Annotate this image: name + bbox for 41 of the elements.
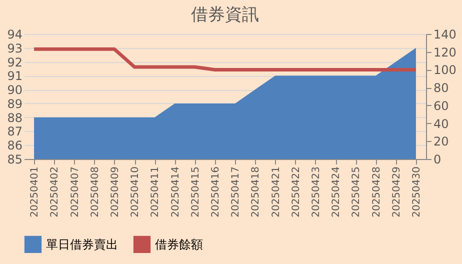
y2-tick-label: 20: [434, 134, 449, 149]
x-tick-label: 20250422: [290, 166, 302, 218]
y2-tick-label: 40: [434, 116, 449, 131]
y2-tick-label: 140: [434, 28, 456, 42]
legend-label: 借券餘額: [155, 237, 203, 252]
y-tick-label: 90: [7, 83, 22, 98]
y2-tick-label: 100: [434, 63, 456, 78]
chart-title: 借券資訊: [191, 5, 259, 25]
x-tick-label: 20250415: [190, 166, 202, 218]
x-tick-label: 20250407: [70, 166, 81, 218]
x-tick-label: 20250421: [270, 166, 282, 218]
y2-tick-label: 120: [434, 45, 456, 60]
x-tick-label: 20250408: [90, 166, 101, 218]
y2-tick-label: 60: [434, 98, 449, 113]
legend-label: 單日借券賣出: [46, 237, 118, 252]
x-tick-label: 20250417: [230, 166, 242, 218]
x-tick-label: 20250423: [310, 166, 322, 218]
x-tick-label: 20250430: [411, 166, 422, 218]
x-tick-label: 20250418: [250, 166, 262, 218]
y2-tick-label: 80: [434, 81, 449, 96]
y-tick-label: 87: [7, 124, 22, 139]
y-tick-label: 91: [7, 69, 22, 84]
y-tick-label: 94: [7, 28, 22, 42]
x-tick-label: 20250424: [331, 166, 342, 218]
x-tick-label: 20250428: [371, 166, 382, 218]
x-tick-label: 20250401: [30, 166, 41, 218]
y2-tick-label: 0: [434, 152, 442, 166]
x-tick-label: 20250425: [351, 166, 362, 218]
y-tick-label: 93: [7, 41, 22, 56]
y-tick-label: 85: [7, 152, 22, 166]
x-tick-label: 20250410: [130, 166, 142, 218]
x-tick-label: 20250414: [170, 166, 182, 218]
y-tick-label: 88: [7, 110, 22, 125]
x-tick-label: 20250409: [110, 166, 121, 218]
x-tick-label: 20250402: [50, 166, 61, 218]
y-tick-label: 89: [7, 96, 22, 111]
x-tick-label: 20250429: [391, 166, 402, 218]
x-tick-label: 20250416: [210, 166, 222, 218]
x-tick-label: 20250411: [150, 166, 162, 218]
y-tick-label: 86: [7, 138, 22, 153]
y-tick-label: 92: [7, 55, 22, 70]
